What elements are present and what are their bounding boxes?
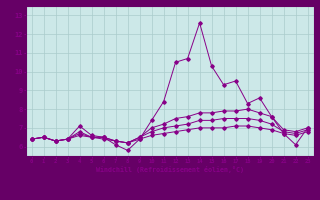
X-axis label: Windchill (Refroidissement éolien,°C): Windchill (Refroidissement éolien,°C) — [96, 166, 244, 173]
